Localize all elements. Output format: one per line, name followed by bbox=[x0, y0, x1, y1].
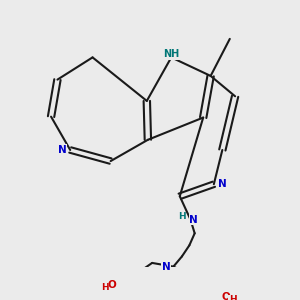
Text: NH: NH bbox=[163, 49, 179, 59]
Text: H: H bbox=[178, 212, 185, 221]
Text: N: N bbox=[218, 179, 227, 189]
Text: N: N bbox=[189, 215, 198, 225]
Text: N: N bbox=[162, 262, 171, 272]
Text: H: H bbox=[229, 296, 236, 300]
Text: O: O bbox=[107, 280, 116, 290]
Text: O: O bbox=[221, 292, 230, 300]
Text: H: H bbox=[101, 284, 109, 292]
Text: N: N bbox=[58, 145, 67, 155]
